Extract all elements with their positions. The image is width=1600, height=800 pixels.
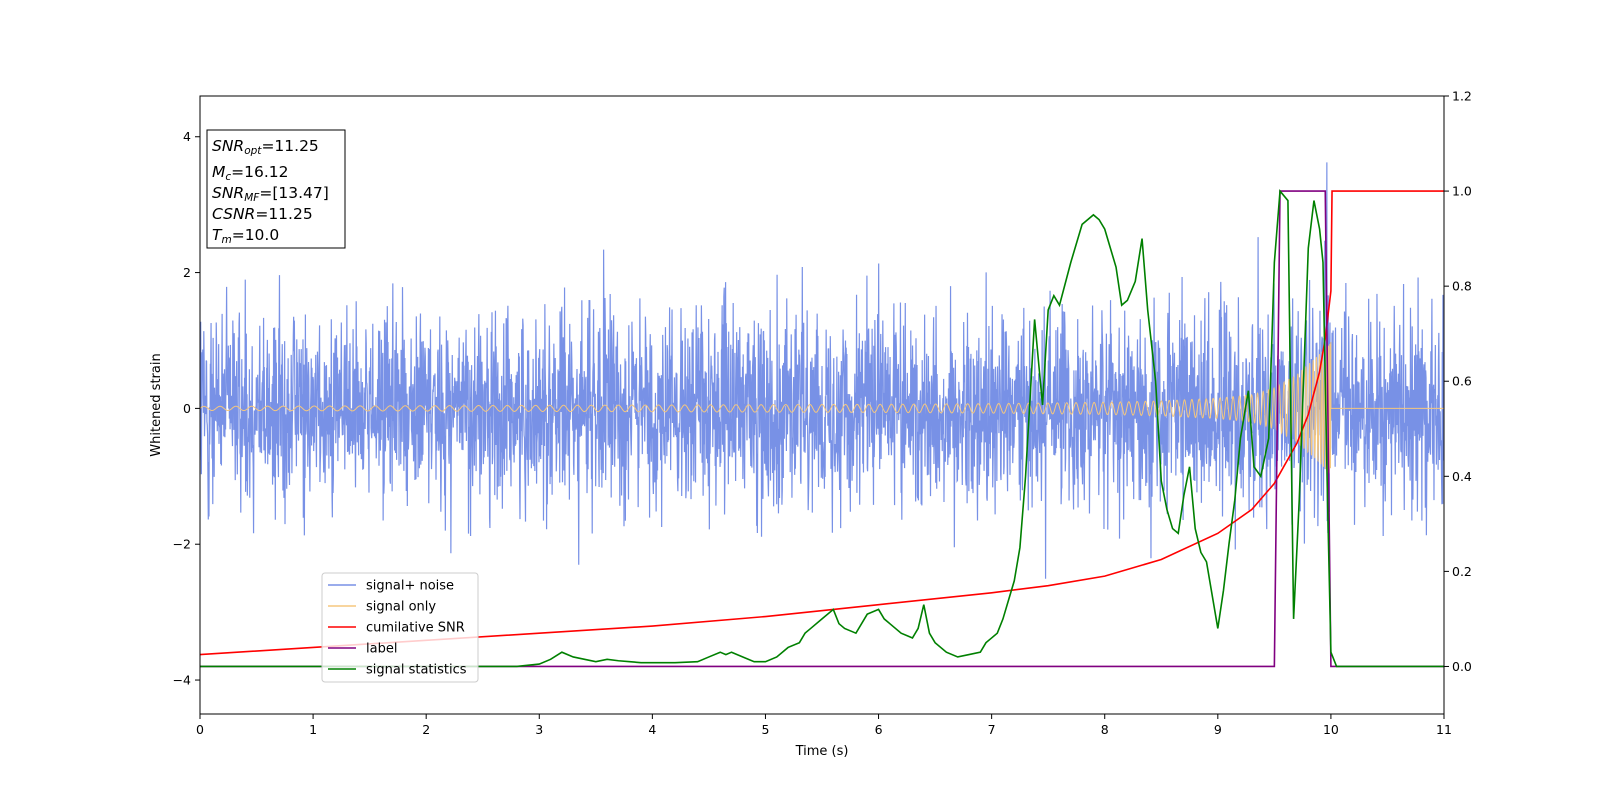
info-value: =11.25 <box>261 137 318 155</box>
y-tick-label: −2 <box>173 537 191 552</box>
y2-tick-label: 1.0 <box>1452 184 1472 199</box>
info-subscript: c <box>225 171 231 183</box>
info-symbol: CSNR <box>212 205 255 223</box>
info-value: =10.0 <box>232 226 280 244</box>
info-value: =16.12 <box>231 163 288 181</box>
legend: signal+ noise signal only cumilative SNR la… <box>321 572 479 683</box>
y-tick-label: 4 <box>183 129 191 144</box>
x-tick-label: 6 <box>875 722 883 737</box>
legend-entry: signal only <box>366 600 436 615</box>
series-signal-plus-noise <box>200 162 1444 579</box>
info-line: SNRMF=[13.47] <box>212 184 329 204</box>
x-tick-label: 11 <box>1436 722 1452 737</box>
legend-frame <box>321 572 479 683</box>
x-tick-label: 5 <box>761 722 769 737</box>
info-line: Tm=10.0 <box>212 226 279 246</box>
x-tick-label: 8 <box>1101 722 1109 737</box>
series-layer <box>200 162 1444 668</box>
info-value: =[13.47] <box>259 184 328 202</box>
series-signal-statistics <box>200 189 1444 668</box>
y-axis-label: Whitened strain <box>149 353 164 456</box>
y2-tick-label: 0.4 <box>1452 469 1472 484</box>
legend-entry: label <box>366 642 397 657</box>
info-box: SNRopt=11.25Mc=16.12SNRMF=[13.47]CSNR=11… <box>206 129 346 249</box>
info-subscript: MF <box>244 192 260 204</box>
x-tick-label: 4 <box>648 722 656 737</box>
y2-tick-label: 0.6 <box>1452 374 1472 389</box>
info-symbol: SNR <box>212 184 244 202</box>
info-symbol: T <box>212 226 223 244</box>
x-tick-label: 3 <box>535 722 543 737</box>
y2-tick-label: 0.2 <box>1452 564 1472 579</box>
legend-entry: signal+ noise <box>366 579 454 594</box>
info-subscript: opt <box>244 145 262 157</box>
info-line: SNRopt=11.25 <box>212 137 319 157</box>
x-tick-label: 0 <box>196 722 204 737</box>
y2-tick-label: 0.0 <box>1452 659 1472 674</box>
y2-tick-label: 1.2 <box>1452 89 1472 104</box>
series-cumulative-snr <box>200 190 1444 656</box>
info-subscript: m <box>221 234 231 246</box>
x-tick-label: 7 <box>988 722 996 737</box>
y2-tick-label: 0.8 <box>1452 279 1472 294</box>
info-line: Mc=16.12 <box>212 163 289 183</box>
info-value: =11.25 <box>255 205 312 223</box>
y-tick-label: 0 <box>183 401 191 416</box>
legend-entry: cumilative SNR <box>366 621 465 636</box>
x-tick-label: 10 <box>1323 722 1339 737</box>
x-tick-label: 2 <box>422 722 430 737</box>
x-tick-label: 9 <box>1214 722 1222 737</box>
x-axis-label: Time (s) <box>795 744 849 759</box>
info-symbol: SNR <box>212 137 244 155</box>
plot-frame <box>199 95 1445 715</box>
y-tick-label: −4 <box>173 673 191 688</box>
legend-entry: signal statistics <box>366 663 467 678</box>
x-tick-label: 1 <box>309 722 317 737</box>
series-signal-only <box>200 342 1444 474</box>
y-tick-label: 2 <box>183 265 191 280</box>
y-axis-left: −4 −2 0 2 4 <box>173 129 200 688</box>
info-line: CSNR=11.25 <box>212 205 313 223</box>
info-symbol: M <box>212 163 225 181</box>
info-box-frame <box>206 129 346 249</box>
y-axis-right: 0.0 0.2 0.4 0.6 0.8 1.0 1.2 <box>1444 89 1472 674</box>
x-axis: 0 1 2 3 4 5 6 7 8 9 10 11 <box>196 714 1452 737</box>
